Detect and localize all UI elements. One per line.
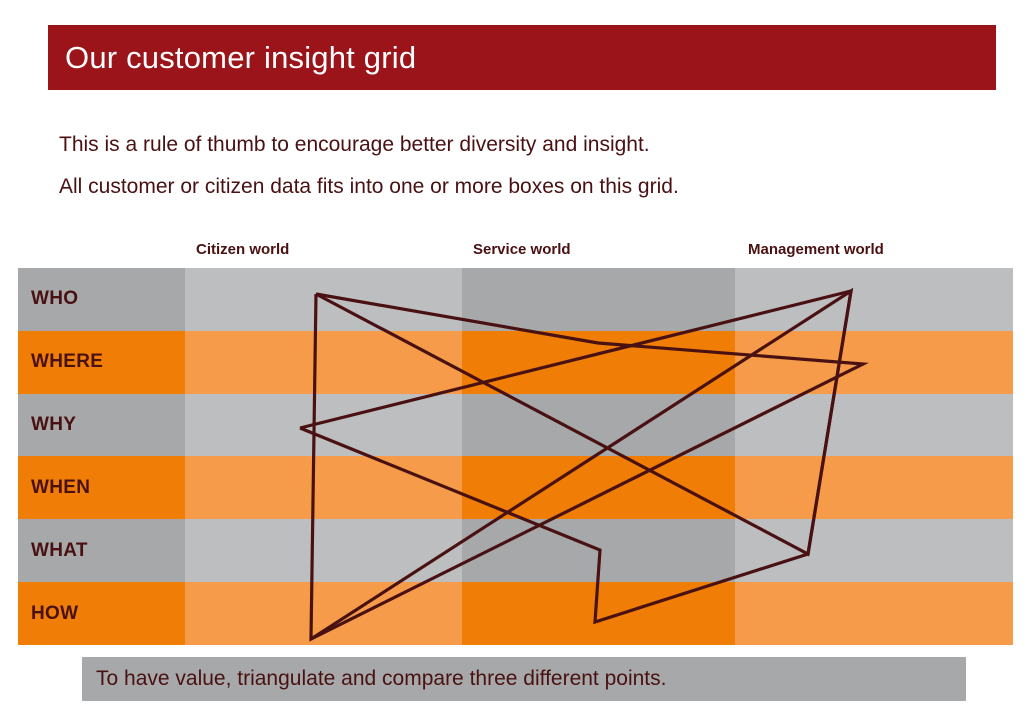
grid-cell-where-service[interactable] bbox=[462, 330, 735, 394]
row-label-when: WHEN bbox=[31, 476, 91, 498]
grid-cell-where-citizen[interactable] bbox=[185, 330, 462, 394]
grid-row-what: WHAT bbox=[18, 519, 1013, 583]
grid-cell-who-service[interactable] bbox=[462, 268, 735, 331]
grid-cell-when-service[interactable] bbox=[462, 456, 735, 520]
grid-cell-why-management[interactable] bbox=[735, 393, 1013, 457]
column-header-citizen-world: Citizen world bbox=[196, 241, 290, 258]
row-label-how: HOW bbox=[31, 602, 79, 624]
grid-cell-how-citizen[interactable] bbox=[185, 582, 462, 645]
row-label-where: WHERE bbox=[31, 351, 104, 373]
title-banner: Our customer insight grid bbox=[48, 25, 996, 90]
row-label-cell-when: WHEN bbox=[18, 456, 185, 520]
row-label-cell-how: HOW bbox=[18, 582, 185, 645]
grid-row-how: HOW bbox=[18, 582, 1013, 645]
grid-row-when: WHEN bbox=[18, 456, 1013, 520]
row-label-who: WHO bbox=[31, 288, 79, 310]
grid-row-where: WHERE bbox=[18, 330, 1013, 394]
row-label-cell-why: WHY bbox=[18, 393, 185, 457]
intro-line-1: This is a rule of thumb to encourage bet… bbox=[59, 133, 650, 156]
intro-block: This is a rule of thumb to encourage bet… bbox=[59, 124, 959, 208]
footer-caption-text: To have value, triangulate and compare t… bbox=[96, 667, 667, 690]
page-title: Our customer insight grid bbox=[65, 39, 417, 75]
grid-cell-what-service[interactable] bbox=[462, 519, 735, 583]
grid-cell-who-management[interactable] bbox=[735, 268, 1013, 331]
row-label-cell-where: WHERE bbox=[18, 330, 185, 394]
row-label-why: WHY bbox=[31, 414, 77, 436]
column-header-management-world: Management world bbox=[748, 241, 884, 258]
row-label-what: WHAT bbox=[31, 539, 88, 561]
row-label-cell-what: WHAT bbox=[18, 519, 185, 583]
row-label-cell-who: WHO bbox=[18, 268, 185, 331]
grid-row-why: WHY bbox=[18, 393, 1013, 457]
grid-cell-how-service[interactable] bbox=[462, 582, 735, 645]
grid-column-headers: Citizen world Service world Management w… bbox=[0, 241, 1034, 265]
grid-cell-what-citizen[interactable] bbox=[185, 519, 462, 583]
grid-cell-how-management[interactable] bbox=[735, 582, 1013, 645]
intro-line-2: All customer or citizen data fits into o… bbox=[59, 175, 679, 198]
grid-cell-why-service[interactable] bbox=[462, 393, 735, 457]
grid-row-who: WHO bbox=[18, 268, 1013, 331]
insight-grid: WHO WHERE WHY WHEN bbox=[18, 268, 1013, 645]
footer-caption-bar: To have value, triangulate and compare t… bbox=[82, 657, 966, 701]
grid-cell-when-citizen[interactable] bbox=[185, 456, 462, 520]
grid-cell-when-management[interactable] bbox=[735, 456, 1013, 520]
grid-cell-where-management[interactable] bbox=[735, 330, 1013, 394]
grid-cell-what-management[interactable] bbox=[735, 519, 1013, 583]
column-header-service-world: Service world bbox=[473, 241, 571, 258]
grid-cell-why-citizen[interactable] bbox=[185, 393, 462, 457]
grid-cell-who-citizen[interactable] bbox=[185, 268, 462, 331]
